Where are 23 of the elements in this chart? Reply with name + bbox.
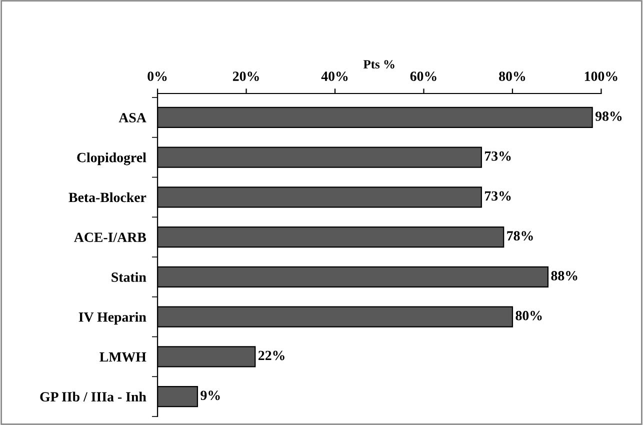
y-tick-label: ASA	[118, 113, 146, 122]
x-tick-label: 0%	[148, 72, 167, 81]
data-label: 73%	[484, 191, 511, 201]
data-label: 80%	[516, 310, 542, 320]
y-tick-label: Beta-Blocker	[68, 192, 146, 202]
data-label: 9%	[200, 390, 220, 400]
x-tick-label: 100%	[584, 72, 618, 81]
data-label: 78%	[507, 231, 533, 241]
x-axis-title: Pts %	[363, 60, 394, 69]
data-label: 98%	[595, 112, 622, 121]
x-tick-label: 80%	[499, 72, 526, 81]
y-tick-label: ACE-I/ARB	[74, 232, 146, 242]
y-tick-label: LMWH	[100, 352, 146, 362]
y-tick-label: Clopidogrel	[77, 152, 146, 166]
y-tick-label: Statin	[112, 272, 146, 282]
y-tick-label: IV Heparin	[78, 312, 146, 325]
x-tick-label: 60%	[410, 72, 436, 81]
data-label: 22%	[258, 350, 284, 360]
data-label: 88%	[551, 271, 578, 280]
data-label: 73%	[484, 151, 511, 161]
x-tick-label: 40%	[321, 72, 348, 81]
x-tick-label: 20%	[232, 72, 259, 81]
y-tick-label: GP IIb / IIIa - Inh	[40, 392, 146, 402]
